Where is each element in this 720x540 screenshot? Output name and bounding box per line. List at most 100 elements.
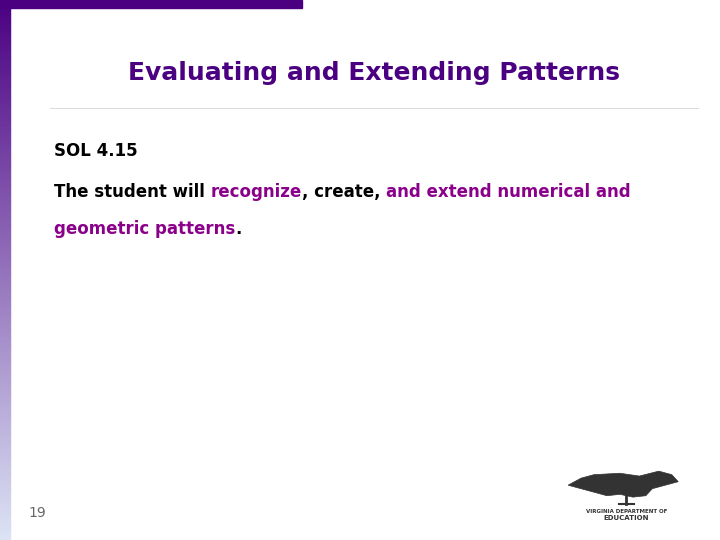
Bar [0, 423, 10, 425]
Bar [0, 360, 10, 362]
Bar [0, 346, 10, 347]
Bar [0, 525, 10, 528]
Bar [0, 7, 10, 9]
Bar [0, 528, 10, 529]
Bar [0, 317, 10, 319]
Bar [0, 184, 10, 185]
Bar [0, 29, 10, 31]
Bar [0, 439, 10, 441]
Bar [0, 444, 10, 447]
Bar [0, 63, 10, 65]
Bar [0, 150, 10, 151]
Bar [0, 254, 10, 255]
Bar [0, 383, 10, 385]
Bar [0, 344, 10, 346]
Bar [0, 139, 10, 140]
Bar [0, 124, 10, 126]
Bar [0, 66, 10, 69]
Bar [0, 293, 10, 295]
Bar [0, 497, 10, 498]
Bar [0, 93, 10, 96]
Bar [0, 430, 10, 432]
Bar [0, 0, 10, 2]
Bar [0, 482, 10, 484]
Bar [0, 309, 10, 312]
Bar [0, 533, 10, 535]
Bar [0, 263, 10, 265]
Bar [0, 101, 10, 103]
Bar [0, 128, 10, 130]
Bar [0, 441, 10, 443]
Bar [0, 281, 10, 282]
Text: recognize: recognize [211, 183, 302, 201]
Bar [0, 104, 10, 106]
Bar [0, 252, 10, 254]
Bar [0, 27, 10, 29]
Bar [0, 147, 10, 150]
Bar [0, 22, 10, 23]
Bar [0, 189, 10, 191]
Text: Evaluating and Extending Patterns: Evaluating and Extending Patterns [128, 61, 621, 85]
Bar [0, 70, 10, 72]
Bar [0, 301, 10, 302]
Bar [0, 117, 10, 119]
Bar [0, 88, 10, 90]
Bar [0, 112, 10, 113]
Bar [0, 225, 10, 227]
Bar [0, 416, 10, 417]
Polygon shape [568, 471, 678, 497]
Bar [0, 69, 10, 70]
Bar [0, 378, 10, 380]
Bar [0, 358, 10, 360]
Bar [0, 427, 10, 428]
Bar [0, 285, 10, 286]
Bar [0, 2, 10, 4]
Bar [0, 155, 10, 157]
Bar [0, 97, 10, 99]
Bar [0, 16, 10, 18]
Bar [0, 477, 10, 479]
Bar [0, 536, 10, 538]
Bar [0, 474, 10, 475]
Bar [0, 205, 10, 207]
Bar [0, 200, 10, 201]
Bar [0, 349, 10, 351]
Bar [0, 158, 10, 160]
Bar [0, 52, 10, 54]
Bar [0, 157, 10, 158]
Bar [0, 493, 10, 495]
Bar [0, 459, 10, 461]
Text: SOL 4.15: SOL 4.15 [54, 142, 138, 160]
Bar [0, 336, 10, 339]
Bar [0, 434, 10, 436]
Bar [0, 443, 10, 444]
Bar [0, 286, 10, 288]
Bar [0, 65, 10, 66]
Bar [0, 135, 10, 137]
Bar [0, 201, 10, 204]
Bar [0, 479, 10, 481]
Bar [0, 162, 10, 164]
Bar [0, 490, 10, 491]
Bar [0, 531, 10, 533]
Bar [0, 191, 10, 193]
Bar [0, 329, 10, 331]
Bar [0, 312, 10, 313]
Bar [0, 241, 10, 243]
Bar [0, 394, 10, 396]
Bar [0, 216, 10, 218]
Bar [0, 320, 10, 322]
Bar [0, 290, 10, 292]
Bar [0, 211, 10, 212]
Bar [0, 59, 10, 61]
Bar [0, 470, 10, 471]
Bar [0, 193, 10, 194]
Bar [0, 393, 10, 394]
Bar [0, 382, 10, 383]
Bar [0, 420, 10, 421]
Bar [0, 297, 10, 299]
Bar [0, 32, 10, 34]
Bar [0, 376, 10, 378]
Bar [0, 518, 10, 520]
Bar [0, 466, 10, 468]
